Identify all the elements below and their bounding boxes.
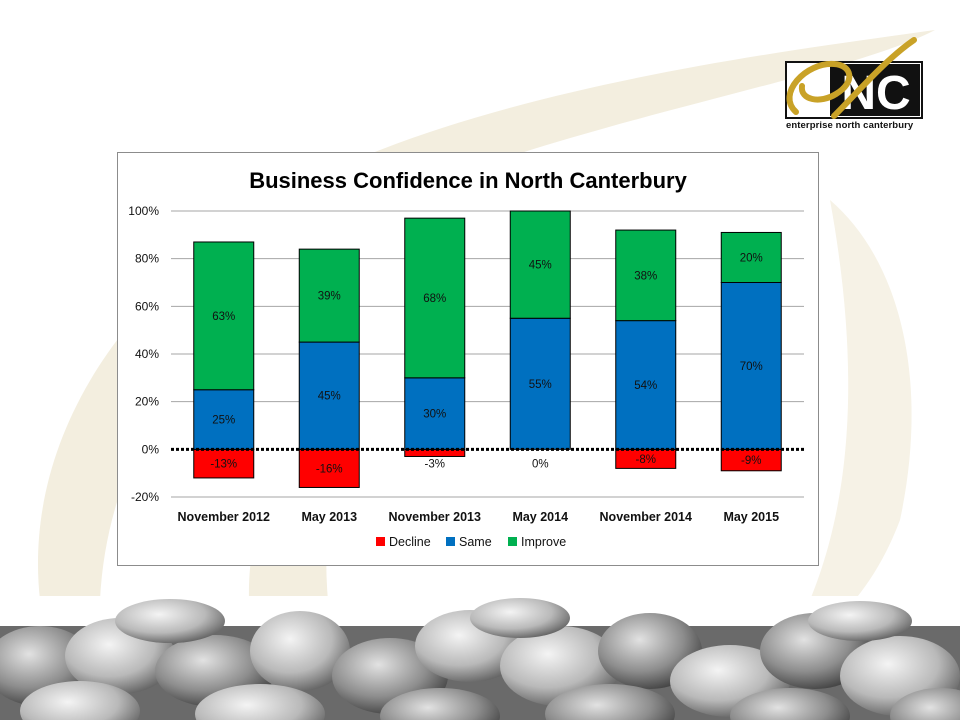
- bars: -13% 25% 63% -16% 45% 39% -3% 30% 68% 0% 55% 45% -8%…: [193, 210, 782, 488]
- bar-decline: [193, 448, 255, 479]
- enc-logo: NC: [785, 37, 923, 120]
- data-label-same: 30%: [423, 409, 446, 421]
- legend-swatch: [376, 537, 385, 546]
- data-label-decline: -3%: [425, 458, 445, 470]
- data-label-improve: 20%: [740, 252, 763, 264]
- data-label-decline: -8%: [636, 454, 656, 466]
- bar-same: [404, 377, 466, 450]
- bar-same: [720, 282, 782, 450]
- y-tick-label: 60%: [135, 299, 159, 313]
- stones-banner: [0, 596, 960, 720]
- logo-tagline: enterprise north canterbury: [786, 120, 914, 131]
- legend-swatch: [446, 537, 455, 546]
- data-label-decline: -16%: [316, 463, 343, 475]
- business-confidence-chart: Business Confidence in North Canterbury …: [128, 168, 804, 549]
- y-tick-label: 80%: [135, 252, 159, 266]
- data-label-same: 55%: [529, 379, 552, 391]
- data-label-same: 70%: [740, 361, 763, 373]
- gridlines: [171, 210, 804, 498]
- chart-title: Business Confidence in North Canterbury: [249, 168, 687, 193]
- legend: Decline Same Improve: [376, 535, 566, 549]
- y-tick-label: 100%: [128, 204, 159, 218]
- y-tick-label: 0%: [142, 442, 160, 456]
- data-label-improve: 63%: [212, 311, 235, 323]
- x-category-label: May 2014: [512, 510, 568, 524]
- x-category-label: May 2015: [723, 510, 779, 524]
- legend-swatch: [508, 537, 517, 546]
- legend-label: Improve: [521, 535, 566, 549]
- y-axis-ticks: 100% 80% 60% 40% 20% 0% -20%: [128, 204, 159, 504]
- bar-improve: [509, 210, 571, 319]
- data-label-improve: 38%: [634, 270, 657, 282]
- bar-same: [615, 320, 677, 450]
- bar-same: [509, 317, 571, 450]
- data-label-decline: -9%: [741, 455, 761, 467]
- bar-improve: [404, 217, 466, 379]
- bar-improve: [193, 241, 255, 391]
- y-tick-label: 20%: [135, 395, 159, 409]
- x-category-label: November 2012: [178, 510, 270, 524]
- data-label-improve: 45%: [529, 260, 552, 272]
- chart-frame: Business Confidence in North Canterbury …: [117, 152, 819, 566]
- x-category-label: May 2013: [301, 510, 357, 524]
- data-label-same: 54%: [634, 380, 657, 392]
- legend-label: Decline: [389, 535, 431, 549]
- x-category-label: November 2013: [389, 510, 481, 524]
- x-category-label: November 2014: [600, 510, 692, 524]
- data-label-improve: 39%: [318, 291, 341, 303]
- x-axis-labels: November 2012 May 2013 November 2013 May 20…: [178, 510, 780, 524]
- data-label-same: 25%: [212, 415, 235, 427]
- bar-improve: [720, 231, 782, 283]
- y-tick-label: -20%: [131, 490, 159, 504]
- y-tick-label: 40%: [135, 347, 159, 361]
- bar-same: [298, 341, 360, 450]
- legend-label: Same: [459, 535, 492, 549]
- bar-same: [193, 389, 255, 450]
- bar-improve: [298, 248, 360, 343]
- bar-improve: [615, 229, 677, 322]
- data-label-decline: 0%: [532, 458, 549, 470]
- data-label-improve: 68%: [423, 293, 446, 305]
- data-label-same: 45%: [318, 391, 341, 403]
- bar-decline: [298, 448, 360, 488]
- data-label-decline: -13%: [210, 459, 237, 471]
